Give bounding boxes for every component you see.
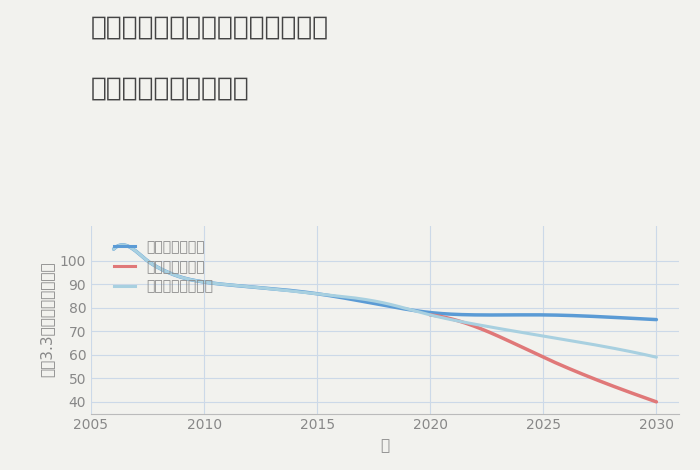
Legend: グッドシナリオ, バッドシナリオ, ノーマルシナリオ: グッドシナリオ, バッドシナリオ, ノーマルシナリオ [110, 236, 217, 298]
X-axis label: 年: 年 [380, 438, 390, 453]
Text: 中古戸建ての価格推移: 中古戸建ての価格推移 [91, 75, 250, 101]
Y-axis label: 坪（3.3㎡）単価（万円）: 坪（3.3㎡）単価（万円） [39, 262, 54, 377]
Text: 兵庫県多可郡多可町加美区西山の: 兵庫県多可郡多可町加美区西山の [91, 14, 329, 40]
